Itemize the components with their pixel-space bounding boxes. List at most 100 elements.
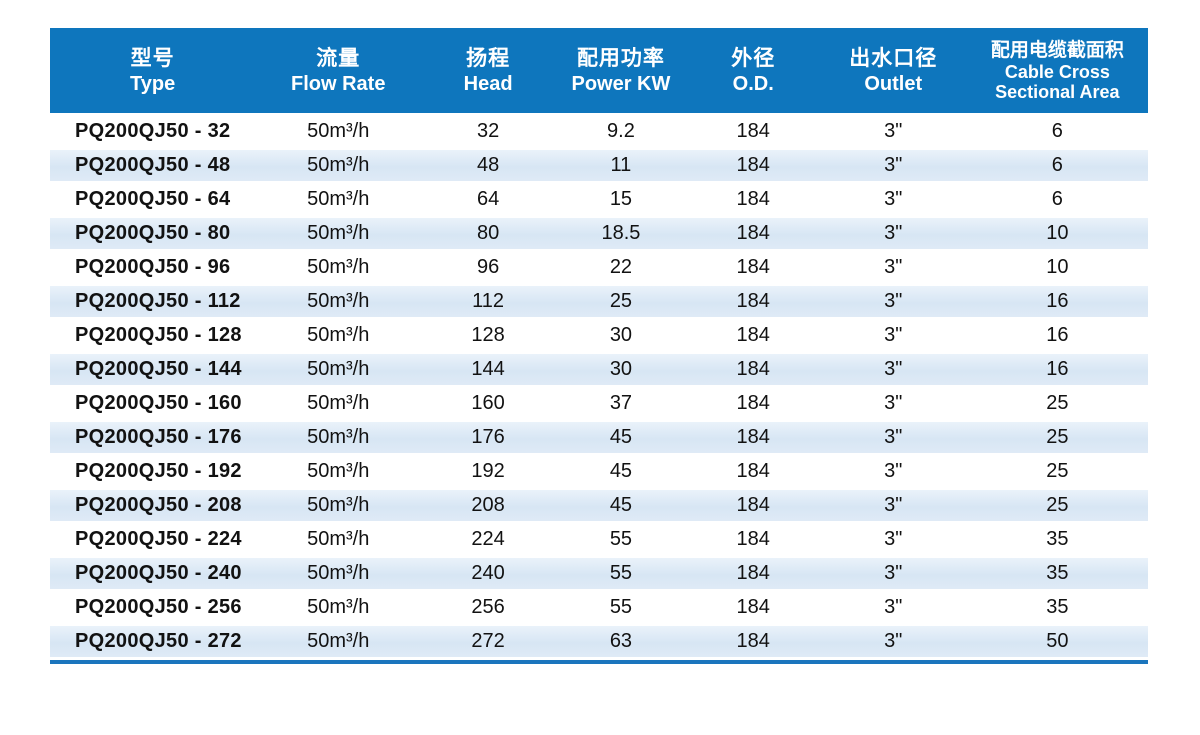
cell-type: PQ200QJ50 - 64 xyxy=(75,188,231,210)
cell-cable-area: 16 xyxy=(1046,290,1069,312)
cell-head: 240 xyxy=(471,562,505,584)
table-row: PQ200QJ50 - 96 50m³/h 96 22 184 3" 10 xyxy=(50,252,1148,283)
cell-head: 128 xyxy=(471,324,505,346)
table-row: PQ200QJ50 - 32 50m³/h 32 9.2 184 3" 6 xyxy=(50,116,1148,147)
cell-type: PQ200QJ50 - 144 xyxy=(75,358,242,380)
cell-head: 48 xyxy=(476,154,500,176)
cell-outlet: 3" xyxy=(884,494,903,516)
cell-power-kw: 25 xyxy=(609,290,633,312)
cell-power-kw: 15 xyxy=(609,188,633,210)
cell-type: PQ200QJ50 - 160 xyxy=(75,392,242,414)
cell-outlet: 3" xyxy=(884,392,903,414)
cell-flow-rate: 50m³/h xyxy=(307,290,370,312)
pump-spec-table: 型号 Type 流量 Flow Rate 扬程 Head 配用功率 Power … xyxy=(50,28,1148,664)
cell-type: PQ200QJ50 - 208 xyxy=(75,494,242,516)
cell-power-kw: 37 xyxy=(609,392,633,414)
cell-cable-area: 35 xyxy=(1046,562,1069,584)
cell-od: 184 xyxy=(736,596,770,618)
cell-type: PQ200QJ50 - 176 xyxy=(75,426,242,448)
cell-outlet: 3" xyxy=(884,188,903,210)
table-row: PQ200QJ50 - 112 50m³/h 112 25 184 3" 16 xyxy=(50,286,1148,317)
column-header-power-kw: 配用功率 Power KW xyxy=(555,28,687,113)
column-header-en-line: Head xyxy=(463,72,513,95)
cell-cable-area: 35 xyxy=(1046,596,1069,618)
table-row: PQ200QJ50 - 64 50m³/h 64 15 184 3" 6 xyxy=(50,184,1148,215)
table-row: PQ200QJ50 - 224 50m³/h 224 55 184 3" 35 xyxy=(50,524,1148,555)
column-header-en-line: Outlet xyxy=(864,72,923,95)
cell-flow-rate: 50m³/h xyxy=(307,358,370,380)
table-row: PQ200QJ50 - 176 50m³/h 176 45 184 3" 25 xyxy=(50,422,1148,453)
table-row: PQ200QJ50 - 256 50m³/h 256 55 184 3" 35 xyxy=(50,592,1148,623)
cell-od: 184 xyxy=(736,256,770,278)
cell-flow-rate: 50m³/h xyxy=(307,392,370,414)
cell-head: 256 xyxy=(471,596,505,618)
cell-power-kw: 45 xyxy=(609,426,633,448)
cell-od: 184 xyxy=(736,392,770,414)
cell-type: PQ200QJ50 - 256 xyxy=(75,596,242,618)
cell-power-kw: 11 xyxy=(610,154,632,176)
cell-head: 272 xyxy=(471,630,505,652)
cell-head: 192 xyxy=(471,460,505,482)
cell-head: 32 xyxy=(476,120,500,142)
cell-flow-rate: 50m³/h xyxy=(307,256,370,278)
cell-outlet: 3" xyxy=(884,630,903,652)
cell-power-kw: 9.2 xyxy=(607,120,635,142)
cell-od: 184 xyxy=(736,426,770,448)
column-header-flow-rate: 流量 Flow Rate xyxy=(255,28,421,113)
cell-outlet: 3" xyxy=(884,426,903,448)
cell-type: PQ200QJ50 - 96 xyxy=(75,256,231,278)
table-row: PQ200QJ50 - 128 50m³/h 128 30 184 3" 16 xyxy=(50,320,1148,351)
cell-od: 184 xyxy=(736,528,770,550)
cell-power-kw: 55 xyxy=(609,596,633,618)
cell-outlet: 3" xyxy=(884,324,903,346)
cell-flow-rate: 50m³/h xyxy=(307,528,370,550)
cell-outlet: 3" xyxy=(884,290,903,312)
cell-type: PQ200QJ50 - 80 xyxy=(75,222,231,244)
cell-power-kw: 22 xyxy=(609,256,633,278)
cell-flow-rate: 50m³/h xyxy=(307,630,370,652)
cell-outlet: 3" xyxy=(884,528,903,550)
cell-outlet: 3" xyxy=(884,222,903,244)
column-header-zh: 配用功率 xyxy=(576,46,665,70)
table-row: PQ200QJ50 - 144 50m³/h 144 30 184 3" 16 xyxy=(50,354,1148,385)
table-row: PQ200QJ50 - 240 50m³/h 240 55 184 3" 35 xyxy=(50,558,1148,589)
table-row: PQ200QJ50 - 160 50m³/h 160 37 184 3" 25 xyxy=(50,388,1148,419)
cell-od: 184 xyxy=(736,120,770,142)
cell-type: PQ200QJ50 - 224 xyxy=(75,528,242,550)
column-header-zh: 型号 xyxy=(130,46,175,70)
cell-flow-rate: 50m³/h xyxy=(307,324,370,346)
cell-od: 184 xyxy=(736,494,770,516)
cell-cable-area: 25 xyxy=(1046,460,1069,482)
cell-outlet: 3" xyxy=(884,596,903,618)
cell-power-kw: 30 xyxy=(609,324,633,346)
cell-head: 64 xyxy=(476,188,500,210)
cell-cable-area: 10 xyxy=(1046,222,1069,244)
column-header-en-line: Power KW xyxy=(571,72,671,95)
column-header-type: 型号 Type xyxy=(50,28,255,113)
cell-cable-area: 16 xyxy=(1046,324,1069,346)
cell-cable-area: 25 xyxy=(1046,392,1069,414)
cell-outlet: 3" xyxy=(884,256,903,278)
cell-od: 184 xyxy=(736,154,770,176)
cell-od: 184 xyxy=(736,188,770,210)
cell-type: PQ200QJ50 - 48 xyxy=(75,154,231,176)
cell-head: 160 xyxy=(471,392,505,414)
column-header-head: 扬程 Head xyxy=(421,28,555,113)
cell-cable-area: 50 xyxy=(1046,630,1069,652)
cell-type: PQ200QJ50 - 128 xyxy=(75,324,242,346)
cell-type: PQ200QJ50 - 112 xyxy=(75,290,241,312)
column-header-zh: 扬程 xyxy=(466,46,511,70)
column-header-outlet: 出水口径 Outlet xyxy=(820,28,967,113)
cell-type: PQ200QJ50 - 192 xyxy=(75,460,242,482)
table-row: PQ200QJ50 - 48 50m³/h 48 11 184 3" 6 xyxy=(50,150,1148,181)
cell-od: 184 xyxy=(736,460,770,482)
cell-outlet: 3" xyxy=(884,120,903,142)
cell-od: 184 xyxy=(736,562,770,584)
cell-od: 184 xyxy=(736,630,770,652)
column-header-en-line: Flow Rate xyxy=(290,72,386,95)
cell-power-kw: 63 xyxy=(609,630,633,652)
table-row: PQ200QJ50 - 80 50m³/h 80 18.5 184 3" 10 xyxy=(50,218,1148,249)
table-body: PQ200QJ50 - 32 50m³/h 32 9.2 184 3" 6 PQ200QJ50… xyxy=(50,116,1148,657)
cell-head: 112 xyxy=(472,290,505,312)
cell-flow-rate: 50m³/h xyxy=(307,596,370,618)
